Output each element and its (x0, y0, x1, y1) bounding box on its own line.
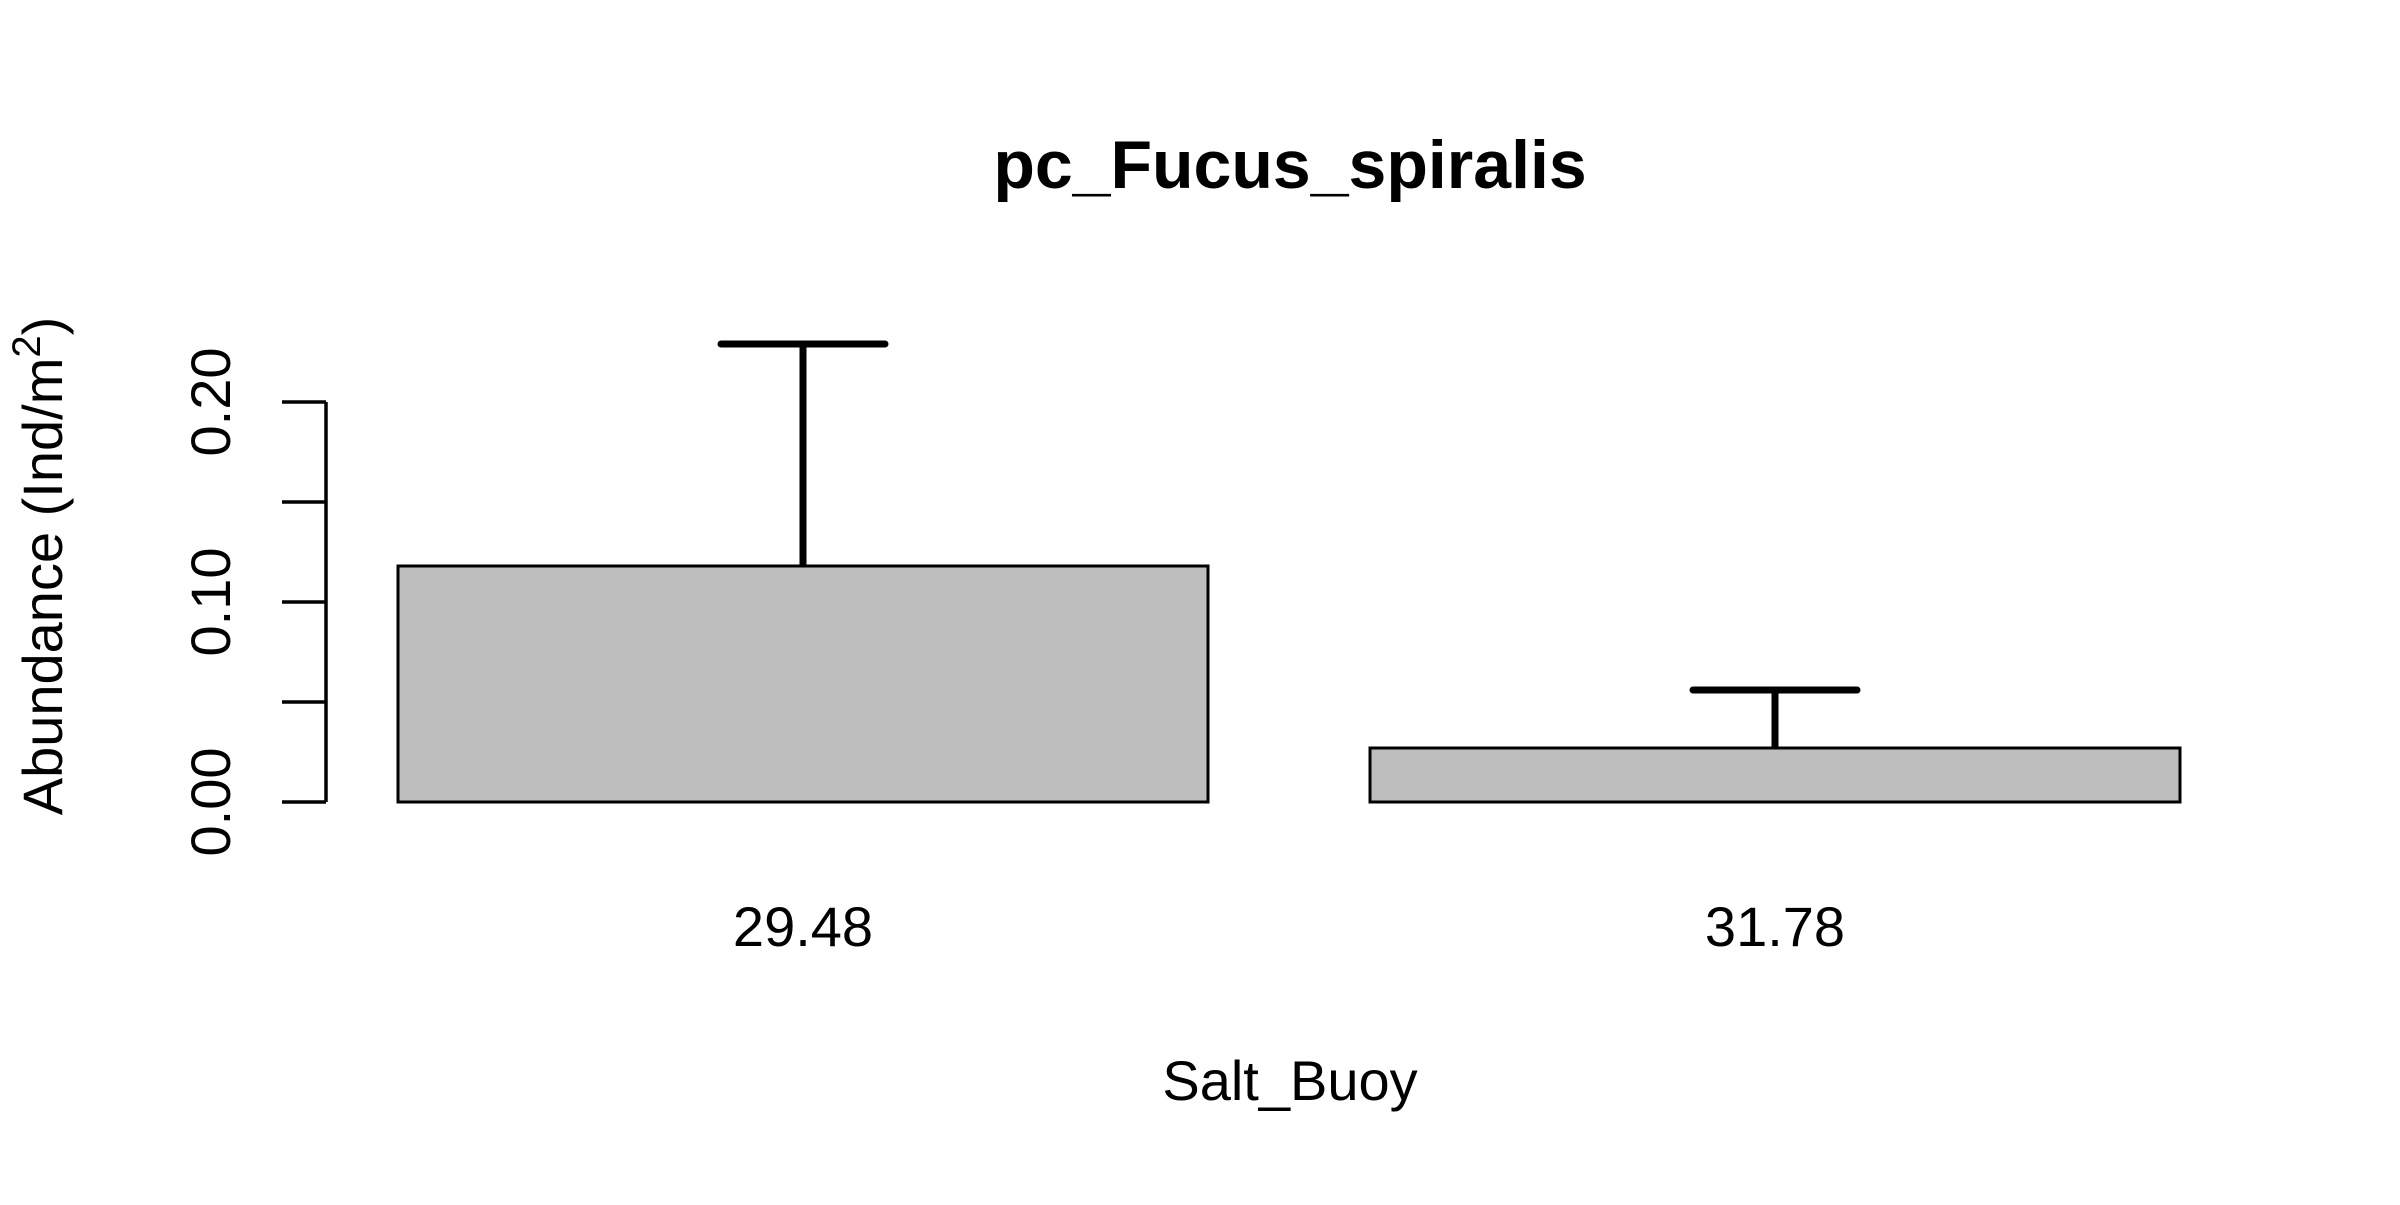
bars (396, 564, 2182, 804)
x-axis-label: Salt_Buoy (1162, 1049, 1417, 1112)
y-axis-label-main: Abundance (Ind/m (11, 358, 74, 816)
y-tick-label: 0.20 (179, 348, 242, 457)
y-tick-label: 0.00 (179, 748, 242, 857)
y-axis-label-suffix: ) (11, 317, 74, 336)
category-label-31.78: 31.78 (1705, 895, 1845, 958)
error-bars (717, 340, 1861, 748)
bar-31.78 (1368, 746, 2182, 804)
category-labels: 29.48 31.78 (733, 895, 1845, 958)
y-ticks: 0.00 0.10 0.20 (179, 348, 326, 857)
y-axis-label-superscript: 2 (5, 335, 49, 357)
chart-title: pc_Fucus_spiralis (993, 127, 1586, 203)
y-axis-label: Abundance (Ind/m2) (5, 317, 74, 816)
y-axis: 0.00 0.10 0.20 (179, 348, 328, 857)
bar-29.48 (396, 564, 1210, 804)
y-tick-label: 0.10 (179, 548, 242, 657)
category-label-29.48: 29.48 (733, 895, 873, 958)
